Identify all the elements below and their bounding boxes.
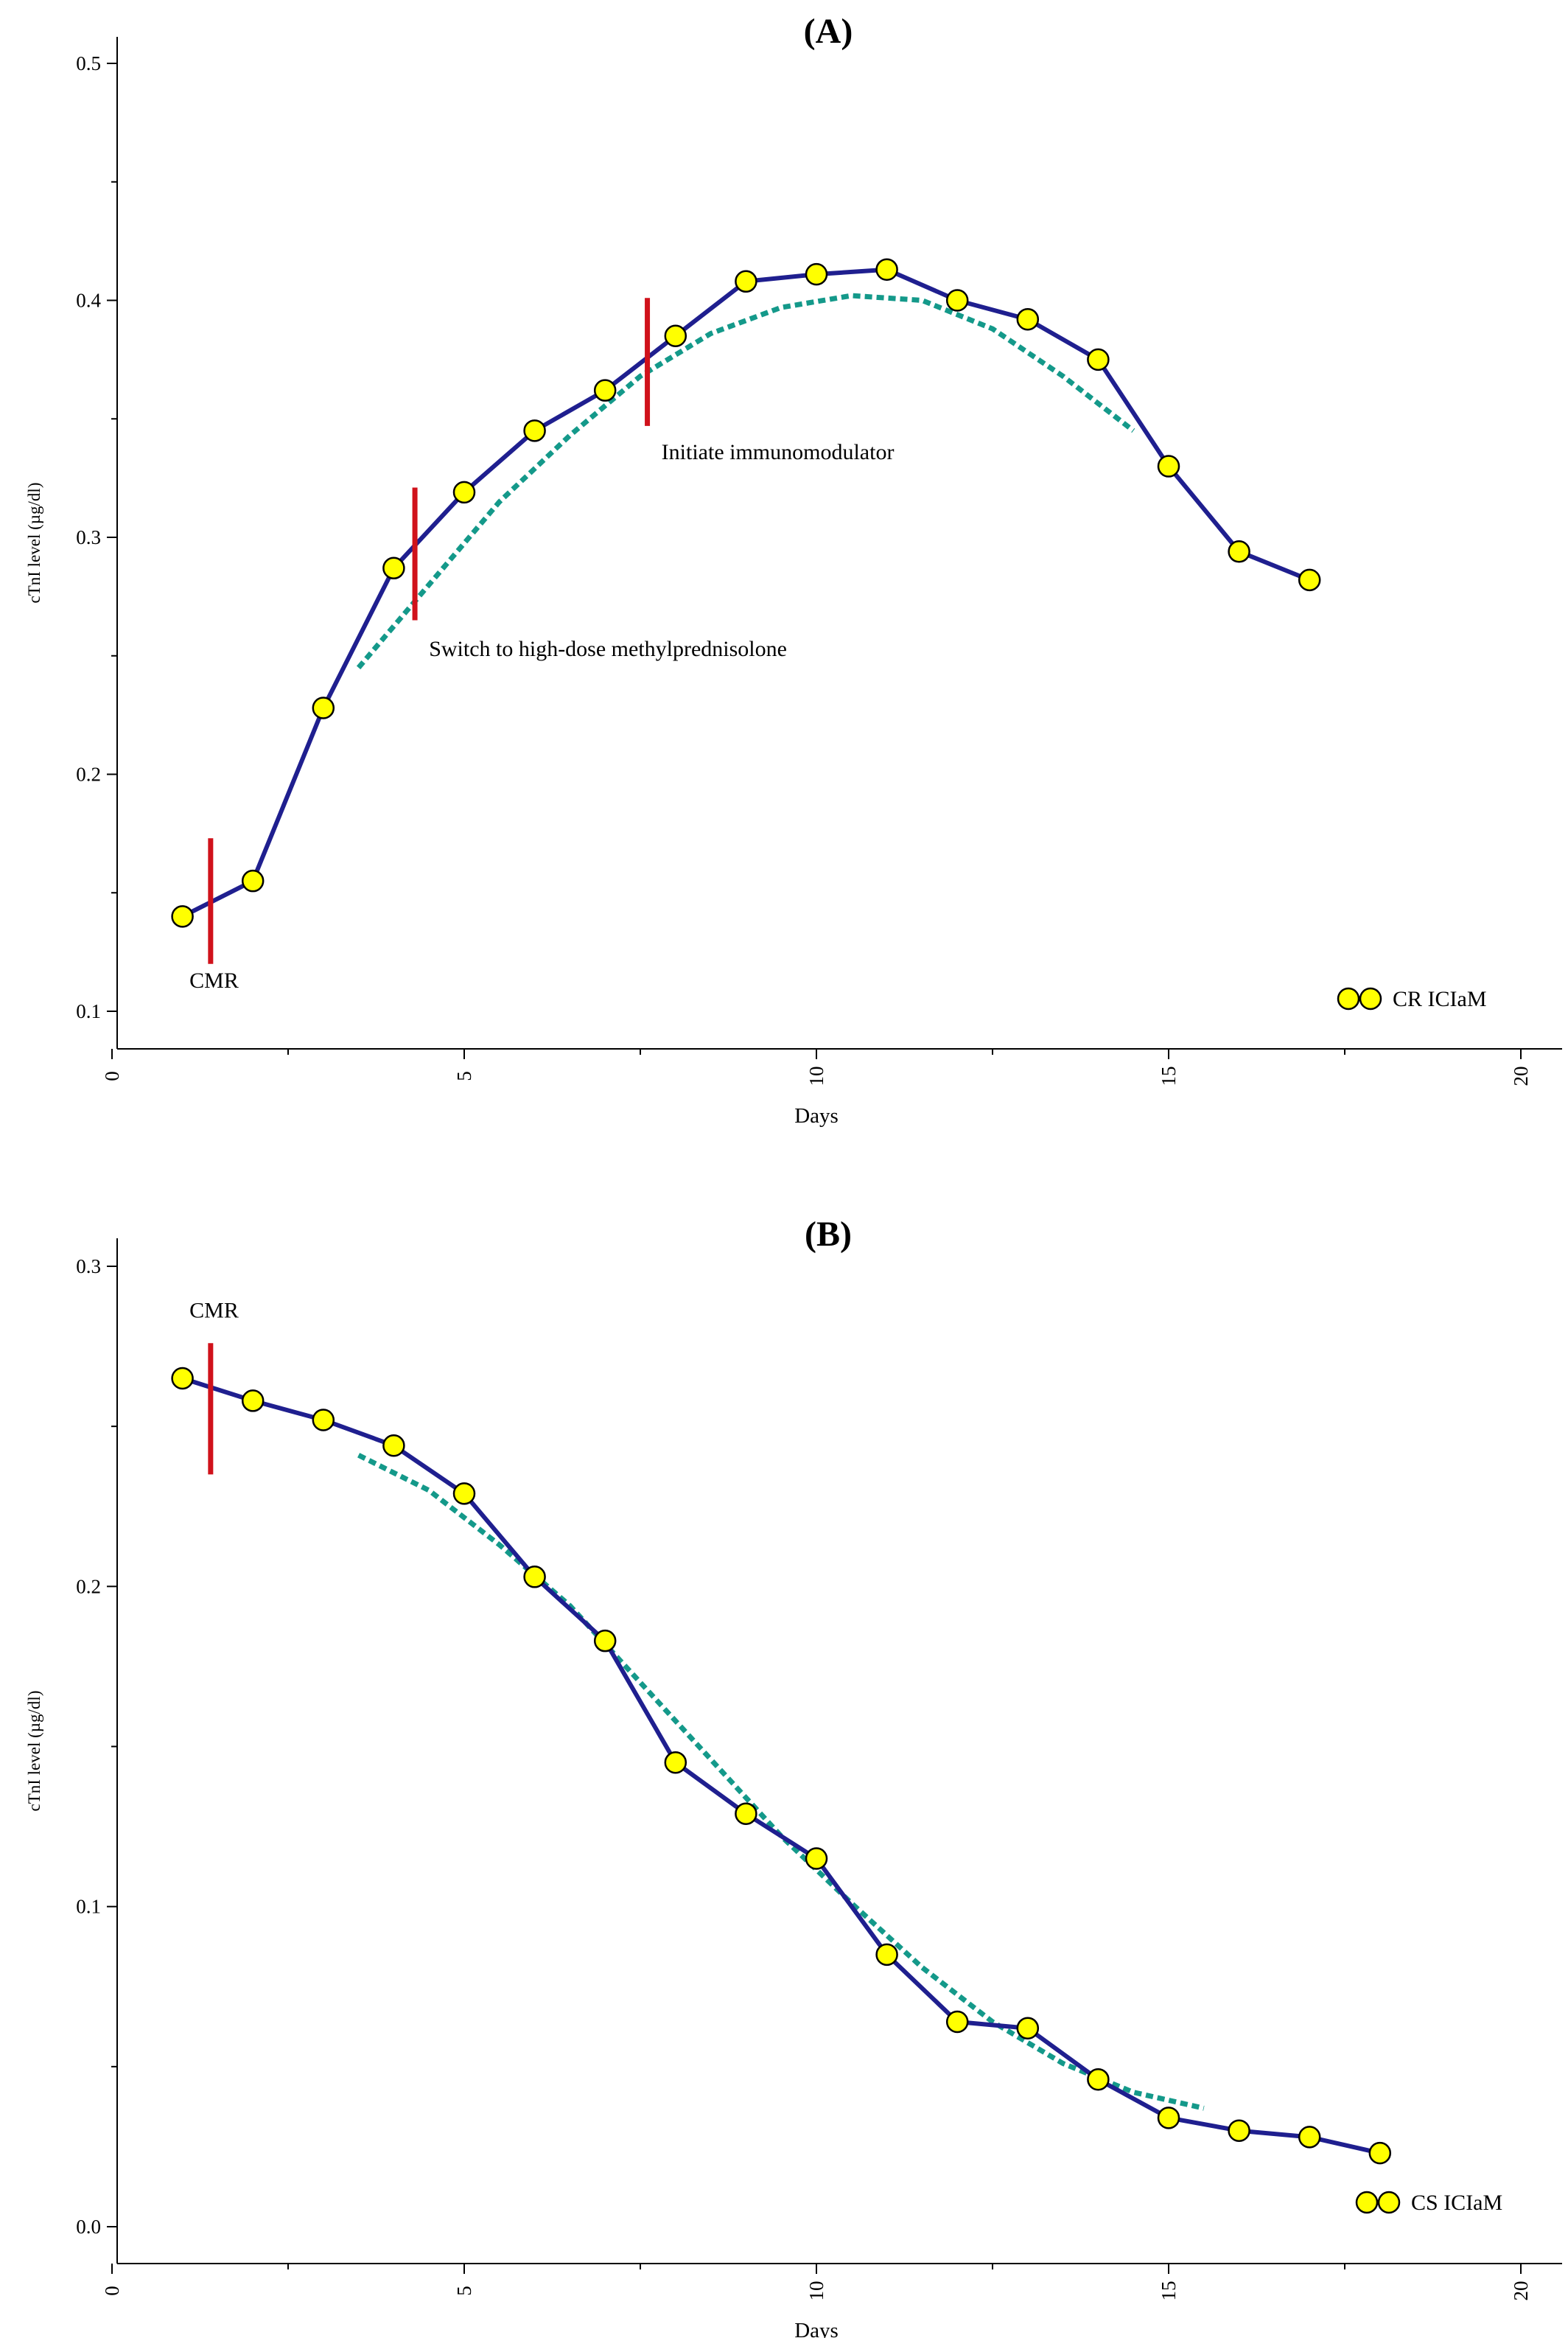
x-tick-label: 0 xyxy=(101,2286,123,2296)
y-axis-title: cTnI level (µg/dl) xyxy=(25,1691,43,1812)
data-point xyxy=(1087,2067,1110,2091)
x-tick-label: 10 xyxy=(805,2281,827,2301)
x-tick-label: 15 xyxy=(1158,1067,1180,1086)
data-point xyxy=(735,1802,757,1825)
x-tick-label: 10 xyxy=(805,1067,827,1086)
data-point xyxy=(1157,455,1180,478)
data-point xyxy=(805,1847,828,1870)
data-point xyxy=(735,270,757,293)
x-tick-label: 20 xyxy=(1510,2281,1532,2301)
data-point xyxy=(241,869,265,893)
x-axis-title: Days xyxy=(794,1104,839,1128)
x-tick-label: 15 xyxy=(1158,2281,1180,2301)
legend-label: CS ICIaM xyxy=(1411,2191,1502,2215)
event-label: CMR xyxy=(189,969,239,993)
data-point xyxy=(523,1566,546,1588)
series-line xyxy=(181,267,1311,919)
data-point xyxy=(1016,2017,1040,2039)
y-tick-label: 0.5 xyxy=(76,52,101,74)
panel-label: (A) xyxy=(804,12,853,51)
data-point xyxy=(171,1367,194,1390)
data-point xyxy=(452,481,476,504)
y-tick-label: 0.3 xyxy=(76,526,101,548)
x-tick-label: 0 xyxy=(101,1071,123,1081)
x-tick-label: 20 xyxy=(1510,1067,1532,1086)
x-axis-title: Days xyxy=(794,2319,839,2338)
data-point xyxy=(945,289,969,312)
panel-label: (B) xyxy=(805,1215,852,1254)
data-point xyxy=(1228,540,1250,563)
y-tick-label: 0.2 xyxy=(76,1575,101,1597)
x-tick-label: 5 xyxy=(453,1071,475,1081)
data-point xyxy=(523,419,546,442)
data-point xyxy=(312,697,335,719)
data-point xyxy=(805,262,828,286)
legend-marker xyxy=(1359,987,1382,1011)
y-axis-title: cTnI level (µg/dl) xyxy=(25,483,43,604)
y-tick-label: 0.4 xyxy=(76,290,101,312)
y-tick-label: 0.1 xyxy=(76,1896,101,1918)
data-point xyxy=(593,379,617,402)
data-point xyxy=(452,1482,476,1505)
legend-marker xyxy=(1377,2191,1401,2214)
data-point xyxy=(664,324,687,347)
data-point xyxy=(1368,2141,1392,2165)
data-point xyxy=(312,1409,335,1431)
event-label: Switch to high-dose methylprednisolone xyxy=(429,637,787,661)
panel-b: 0.0 0.1 0.2 0.3 0 5 10 15 20 Days cTnI level (µg/d… xyxy=(25,1215,1562,2338)
data-point xyxy=(1298,568,1321,592)
y-tick-label: 0.1 xyxy=(76,1000,101,1022)
y-tick-label: 0.0 xyxy=(76,2216,101,2238)
event-label: Initiate immunomodulator xyxy=(662,440,895,464)
trend-line xyxy=(356,293,1135,670)
legend-label: CR ICIaM xyxy=(1393,987,1487,1011)
data-point xyxy=(875,258,898,281)
trend-line xyxy=(357,1453,1205,2111)
panel-a: 0.1 0.2 0.3 0.4 0.5 0 5 10 15 20 Days cTnI level (µ… xyxy=(25,12,1562,1128)
legend-marker xyxy=(1355,2191,1379,2214)
data-point xyxy=(664,1751,687,1774)
data-point xyxy=(1016,307,1040,331)
x-tick-label: 5 xyxy=(453,2286,475,2296)
data-point xyxy=(1087,348,1110,371)
series-line xyxy=(181,1376,1381,2156)
data-point xyxy=(945,2010,969,2034)
event-label: CMR xyxy=(189,1298,239,1322)
data-point xyxy=(382,556,405,580)
data-point xyxy=(241,1389,265,1412)
data-point xyxy=(1298,2126,1321,2149)
data-point xyxy=(593,1629,617,1653)
y-tick-label: 0.3 xyxy=(76,1255,101,1277)
data-point xyxy=(875,1943,898,1967)
y-tick-label: 0.2 xyxy=(76,764,101,786)
legend-marker xyxy=(1337,987,1360,1011)
data-point xyxy=(382,1434,405,1457)
data-point xyxy=(171,905,194,928)
data-point xyxy=(1228,2119,1250,2142)
data-point xyxy=(1157,2107,1180,2129)
